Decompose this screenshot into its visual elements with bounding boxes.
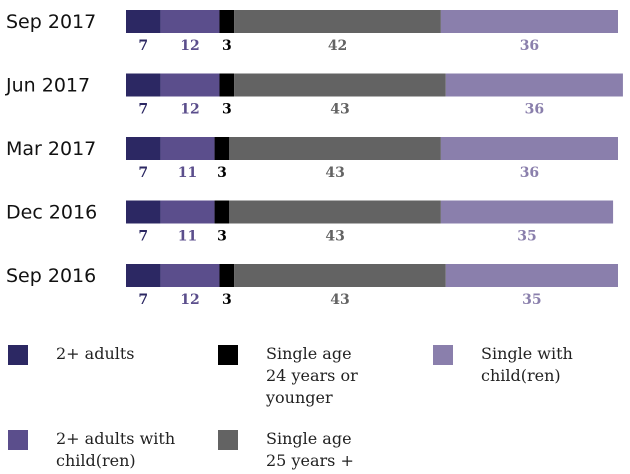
bar-mar-2017-single-with-child-ren bbox=[440, 137, 618, 160]
data-label-dec-2016-single-age-24-years-or-younger: 3 bbox=[217, 229, 227, 245]
legend-item-2plus-adults-with-children: 2+ adults with child(ren) bbox=[8, 428, 175, 472]
data-label-sep-2017-single-age-24-years-or-younger: 3 bbox=[222, 38, 232, 54]
bar-mar-2017-2plus-adults bbox=[126, 137, 161, 160]
stacked-bar-chart: Sep 2017 7 12 3 42 36 Jun 2017 7 12 3 43 36 Mar 2017… bbox=[5, 10, 623, 308]
data-label-sep-2016-single-age-25-years-plus: 43 bbox=[330, 292, 349, 308]
bar-dec-2016-2plus-adults bbox=[126, 200, 161, 224]
bar-sep-2017-2plus-adults-with-child-ren bbox=[160, 10, 220, 33]
data-label-jun-2017-single-with-child-ren: 36 bbox=[525, 102, 544, 118]
data-label-sep-2017-single-with-child-ren: 36 bbox=[520, 38, 539, 54]
bar-dec-2016-single-age-24-years-or-younger bbox=[214, 200, 230, 224]
legend-label-2plus-adults-with-children: 2+ adults with child(ren) bbox=[56, 429, 176, 470]
data-label-jun-2017-single-age-25-years-plus: 43 bbox=[330, 102, 349, 118]
data-label-sep-2016-single-age-24-years-or-younger: 3 bbox=[222, 292, 232, 308]
bar-mar-2017-single-age-24-years-or-younger bbox=[214, 137, 230, 160]
bar-jun-2017-2plus-adults-with-child-ren bbox=[160, 73, 220, 97]
bar-dec-2016-single-age-25-years-plus bbox=[229, 200, 441, 224]
legend-label-single-24-younger: Single age 24 years or younger bbox=[266, 344, 358, 407]
bar-sep-2016-single-age-24-years-or-younger bbox=[219, 264, 235, 287]
data-label-dec-2016-2plus-adults: 7 bbox=[138, 229, 148, 245]
bar-sep-2016-2plus-adults bbox=[126, 264, 161, 287]
bar-sep-2017-single-age-24-years-or-younger bbox=[219, 10, 235, 33]
legend-item-single-25-plus: Single age 25 years + bbox=[218, 428, 354, 472]
data-label-sep-2016-single-with-child-ren: 35 bbox=[522, 292, 541, 308]
category-label-jun-2017: Jun 2017 bbox=[5, 75, 90, 97]
legend-item-2plus-adults: 2+ adults bbox=[8, 343, 135, 365]
data-label-jun-2017-2plus-adults-with-child-ren: 12 bbox=[180, 102, 199, 118]
data-label-sep-2016-2plus-adults: 7 bbox=[138, 292, 148, 308]
bar-sep-2016-single-with-child-ren bbox=[445, 264, 618, 287]
data-label-dec-2016-single-with-child-ren: 35 bbox=[517, 229, 536, 245]
bar-mar-2017-2plus-adults-with-child-ren bbox=[160, 137, 215, 160]
bar-jun-2017-single-age-25-years-plus bbox=[234, 73, 446, 97]
legend-swatch-single-24-younger bbox=[218, 345, 238, 365]
bar-sep-2017-2plus-adults bbox=[126, 10, 161, 33]
legend-item-single-with-children: Single with child(ren) bbox=[433, 343, 573, 387]
bar-dec-2016-single-with-child-ren bbox=[440, 200, 614, 224]
data-label-mar-2017-single-age-25-years-plus: 43 bbox=[325, 165, 344, 181]
bar-jun-2017-single-age-24-years-or-younger bbox=[219, 73, 235, 97]
data-label-jun-2017-2plus-adults: 7 bbox=[138, 102, 148, 118]
legend-label-single-25-plus: Single age 25 years + bbox=[266, 429, 354, 470]
data-label-dec-2016-single-age-25-years-plus: 43 bbox=[325, 229, 344, 245]
data-label-sep-2017-2plus-adults: 7 bbox=[138, 38, 148, 54]
bar-jun-2017-single-with-child-ren bbox=[445, 73, 623, 97]
category-label-sep-2017: Sep 2017 bbox=[6, 11, 96, 33]
bar-sep-2017-single-age-25-years-plus bbox=[234, 10, 441, 33]
data-label-sep-2016-2plus-adults-with-child-ren: 12 bbox=[180, 292, 199, 308]
data-label-mar-2017-2plus-adults-with-child-ren: 11 bbox=[178, 165, 197, 181]
legend-label-single-with-children: Single with child(ren) bbox=[481, 344, 573, 385]
legend-swatch-2plus-adults-with-children bbox=[8, 430, 28, 450]
data-label-sep-2017-2plus-adults-with-child-ren: 12 bbox=[180, 38, 199, 54]
data-label-mar-2017-single-age-24-years-or-younger: 3 bbox=[217, 165, 227, 181]
bar-sep-2016-2plus-adults-with-child-ren bbox=[160, 264, 220, 287]
category-label-sep-2016: Sep 2016 bbox=[6, 265, 96, 287]
bar-dec-2016-2plus-adults-with-child-ren bbox=[160, 200, 215, 224]
bar-mar-2017-single-age-25-years-plus bbox=[229, 137, 441, 160]
bar-sep-2016-single-age-25-years-plus bbox=[234, 264, 446, 287]
bar-sep-2017-single-with-child-ren bbox=[440, 10, 618, 33]
legend-label-2plus-adults: 2+ adults bbox=[56, 344, 135, 363]
legend-swatch-single-25-plus bbox=[218, 430, 238, 450]
category-label-dec-2016: Dec 2016 bbox=[6, 202, 97, 224]
data-label-sep-2017-single-age-25-years-plus: 42 bbox=[328, 38, 347, 54]
legend-swatch-single-with-children bbox=[433, 345, 453, 365]
category-label-mar-2017: Mar 2017 bbox=[6, 138, 96, 160]
data-label-dec-2016-2plus-adults-with-child-ren: 11 bbox=[178, 229, 197, 245]
data-label-mar-2017-single-with-child-ren: 36 bbox=[520, 165, 539, 181]
legend-swatch-2plus-adults bbox=[8, 345, 28, 365]
data-label-jun-2017-single-age-24-years-or-younger: 3 bbox=[222, 102, 232, 118]
bar-jun-2017-2plus-adults bbox=[126, 73, 161, 97]
data-label-mar-2017-2plus-adults: 7 bbox=[138, 165, 148, 181]
legend-item-single-24-younger: Single age 24 years or younger bbox=[218, 343, 358, 409]
